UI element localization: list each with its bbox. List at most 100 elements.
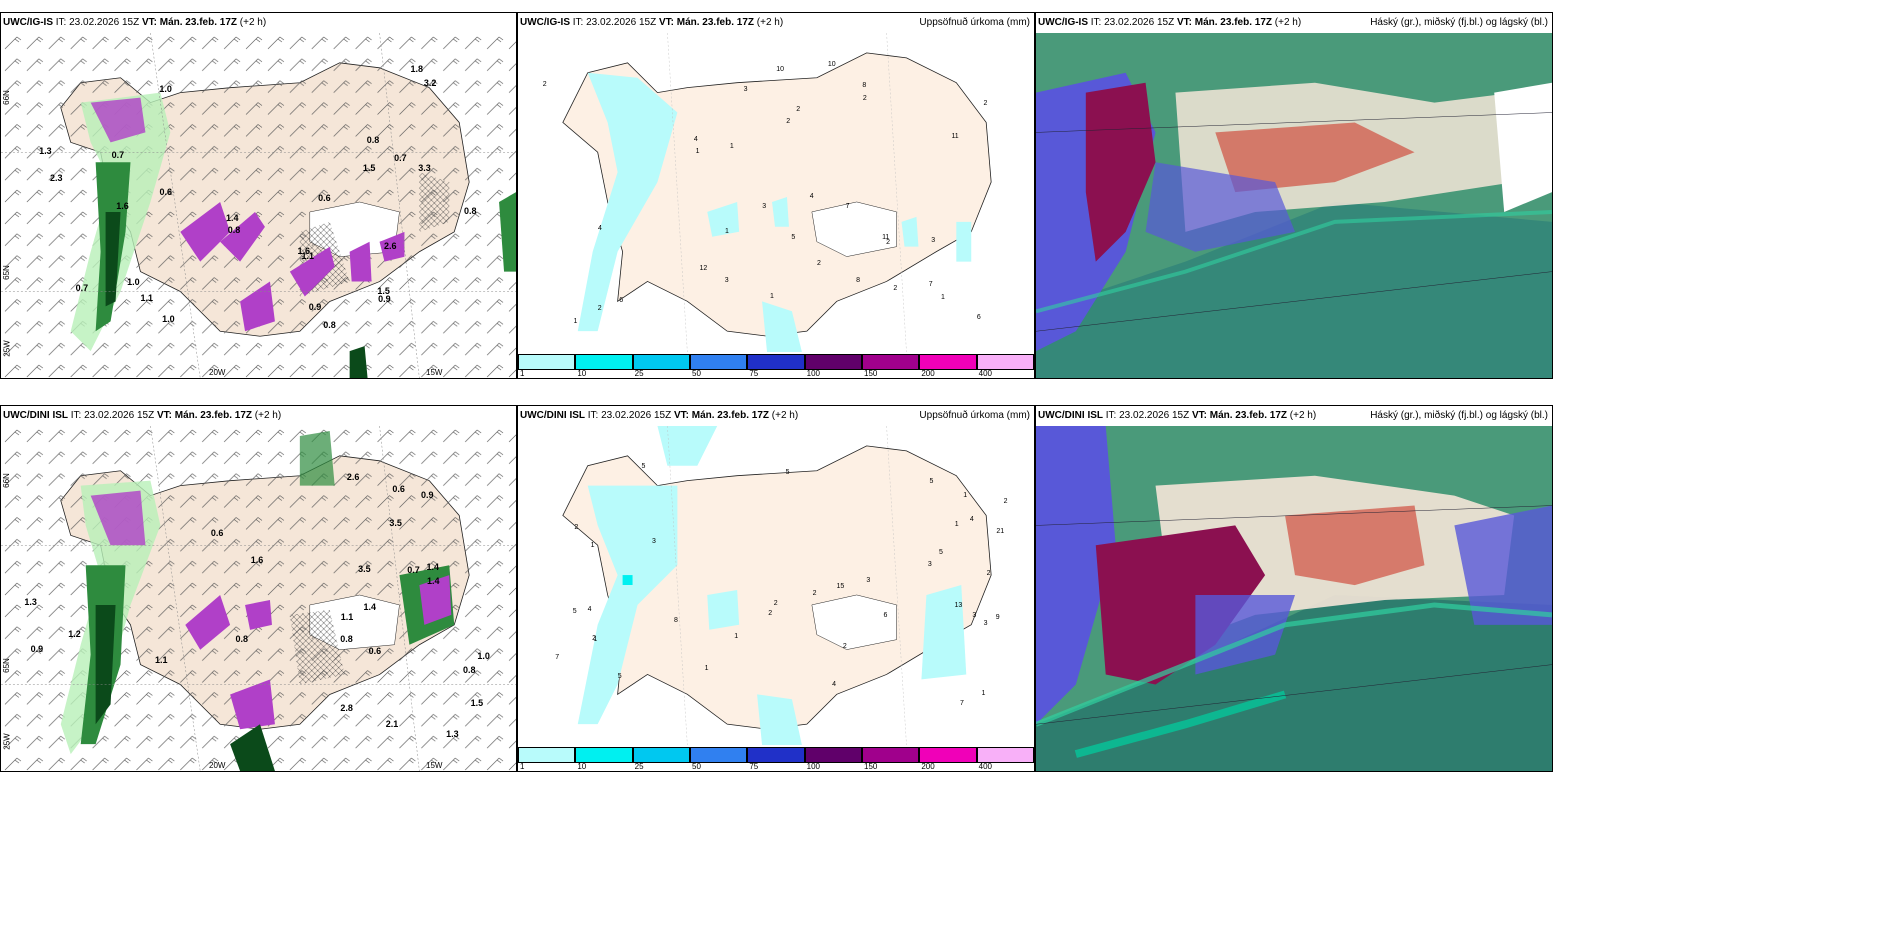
colorbar-swatch	[690, 747, 748, 763]
value-label: 0.8	[227, 225, 241, 236]
value-label: 3	[983, 620, 988, 628]
value-label: 1.0	[127, 277, 140, 288]
value-label: 4	[969, 515, 974, 523]
value-label: 1.5	[470, 697, 484, 708]
colorbar-tick-label: 50	[692, 762, 701, 771]
map-svg	[1036, 33, 1552, 378]
value-label: 4	[693, 136, 698, 144]
value-label: 3	[652, 537, 656, 545]
precip-wind-map: 0.8 1.0 1.0 0.7 0.7 0.9 0.8 0.6 0.8 1.1 0.7 1.3 1.4 1…	[1, 33, 516, 378]
value-label: 2	[812, 589, 817, 597]
value-label: 8	[674, 616, 678, 624]
value-label: 2.6	[346, 471, 360, 482]
value-label: 7	[845, 202, 850, 210]
value-label: 3	[927, 560, 932, 568]
colorbar-swatch	[976, 747, 1034, 763]
colorbar-swatch	[919, 747, 977, 763]
colorbar-swatch	[747, 354, 805, 370]
colorbar-tick-label: 1	[520, 369, 525, 378]
value-label: 15	[836, 582, 845, 590]
value-label: 0.7	[75, 283, 89, 294]
value-label: 0.6	[368, 645, 382, 656]
value-label: 1	[963, 492, 968, 500]
init-time: 23.02.2026 15Z	[601, 410, 672, 421]
colorbar-tick-label: 25	[634, 369, 644, 378]
value-label: 2.6	[383, 240, 397, 251]
map-svg	[1036, 426, 1552, 771]
vt-label: VT:	[141, 17, 157, 28]
vt-label: VT:	[1191, 410, 1207, 421]
vt-label: VT:	[1176, 17, 1192, 28]
value-label: 1.3	[39, 146, 52, 157]
value-label: 0.8	[463, 665, 476, 676]
panel-header: UWC/IG-IS IT: 23.02.2026 15Z VT: Mán. 23…	[1036, 13, 1552, 33]
value-label: 2	[574, 524, 579, 532]
value-label: 2	[983, 100, 988, 108]
value-label: 1	[590, 542, 595, 550]
colorbar-tick-label: 200	[921, 762, 935, 771]
colorbar-tick-label: 400	[978, 762, 993, 771]
value-label: 1.4	[225, 212, 239, 223]
value-label: 1.8	[410, 64, 423, 75]
value-label: 8	[862, 81, 867, 89]
value-label: 21	[996, 527, 1005, 535]
lat-label: 65N	[1, 658, 11, 673]
value-label: 0.9	[421, 490, 434, 501]
model-name: UWC/IG-IS	[3, 17, 53, 28]
colorbar-tick-label: 150	[864, 369, 878, 378]
value-label: 3	[866, 576, 871, 584]
value-label: 1.0	[162, 314, 175, 325]
map-svg	[1, 426, 516, 771]
value-label: 1.6	[297, 245, 310, 256]
value-label: 1.0	[159, 83, 172, 94]
value-label: 3.5	[358, 563, 371, 574]
value-label: 2	[768, 610, 773, 618]
value-label: 7	[555, 653, 560, 661]
panel-header: UWC/IG-IS IT: 23.02.2026 15Z VT: Mán. 23…	[518, 13, 1034, 33]
value-label: 1.1	[340, 611, 354, 622]
value-label: 1	[734, 632, 739, 640]
value-label: 4	[587, 606, 592, 614]
colorbar-swatch	[518, 354, 576, 370]
colorbar-swatch	[862, 354, 920, 370]
model-name: UWC/DINI ISL	[1038, 410, 1103, 421]
value-label: 2	[842, 642, 847, 650]
value-label: 2	[597, 304, 602, 312]
value-label: 1.5	[377, 285, 390, 296]
cloud-cover-map	[1036, 426, 1552, 771]
value-label: 2	[542, 80, 547, 88]
value-label: 10	[776, 66, 785, 74]
accum-precip-map: 2 3 4 5 3 10 7 8 2 12 6 1 3 10 8 4 11 4 3 2 2 6 1 7 2 2 1 2 11 2 1 1 2 1	[518, 33, 1034, 352]
colorbar-tick-label: 10	[577, 369, 587, 378]
lead-time: (+2 h)	[254, 410, 282, 421]
value-label: 0.9	[30, 643, 44, 654]
model-name: UWC/DINI ISL	[3, 410, 68, 421]
model-name: UWC/IG-IS	[520, 17, 570, 28]
value-label: 10	[827, 60, 836, 68]
colorbar-swatch	[976, 354, 1034, 370]
colorbar: 1 10 25 50 75 100 150 200 400	[518, 352, 1034, 378]
init-time: 23.02.2026 15Z	[69, 17, 140, 28]
value-label: 1.2	[68, 629, 81, 640]
value-label: 1	[981, 689, 986, 697]
value-label: 0.9	[378, 293, 391, 304]
value-label: 2	[893, 284, 898, 292]
lon-label: 15W	[426, 761, 443, 770]
panel-header: UWC/DINI ISL IT: 23.02.2026 15Z VT: Mán.…	[1036, 406, 1552, 426]
panel-title: Uppsöfnuð úrkoma (mm)	[919, 17, 1030, 28]
value-label: 0.6	[210, 528, 224, 539]
value-label: 6	[619, 296, 624, 304]
value-label: 0.8	[340, 634, 353, 645]
panel-bottom-left: UWC/DINI ISL IT: 23.02.2026 15Z VT: Mán.…	[0, 405, 517, 772]
value-label: 4	[809, 192, 814, 200]
value-label: 5	[791, 234, 796, 242]
value-label: 2	[773, 600, 778, 608]
it-label: IT:	[55, 17, 67, 28]
colorbar-swatch	[518, 747, 576, 763]
value-label: 9	[995, 614, 1000, 622]
lon-label: 15W	[426, 368, 443, 377]
value-label: 1.1	[301, 250, 315, 261]
colorbar-swatch	[632, 747, 690, 763]
value-label: 1	[770, 293, 774, 301]
lat-label: 65N	[1, 265, 11, 280]
